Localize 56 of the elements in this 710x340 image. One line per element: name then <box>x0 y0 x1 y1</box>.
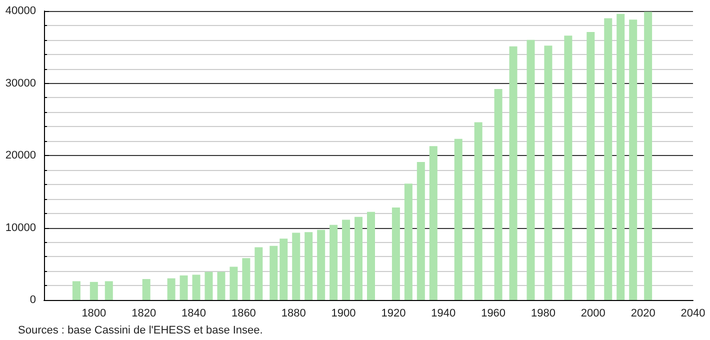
bar <box>90 282 98 300</box>
x-tick-label: 2020 <box>630 308 656 320</box>
bar <box>526 40 535 300</box>
source-note: Sources : base Cassini de l'EHESS et base Insee. <box>18 324 263 336</box>
bar <box>509 46 518 300</box>
bar <box>474 122 482 300</box>
bar <box>217 272 226 300</box>
bar <box>304 232 313 300</box>
bar <box>330 224 338 300</box>
bar <box>366 212 375 300</box>
bar <box>72 281 80 300</box>
bar <box>544 46 552 300</box>
x-tick-label: 1800 <box>82 308 106 320</box>
x-tick-label: 1980 <box>530 308 556 320</box>
bar <box>104 281 113 300</box>
bar <box>230 266 238 300</box>
bar <box>564 36 572 300</box>
bar <box>586 32 595 300</box>
bar <box>254 247 263 300</box>
x-tick-label: 1900 <box>331 308 356 320</box>
bar <box>429 146 438 300</box>
x-tick-label: 1940 <box>431 308 456 320</box>
x-tick-label: 1960 <box>481 308 506 320</box>
bar <box>354 216 363 300</box>
bar <box>616 14 625 300</box>
x-tick-label: 1840 <box>182 308 206 320</box>
bar <box>204 272 213 300</box>
bar <box>167 278 176 300</box>
bar <box>416 162 425 300</box>
y-tick-label: 40000 <box>5 5 36 17</box>
bar <box>292 232 300 300</box>
bar <box>629 20 638 300</box>
x-tick-label: 1860 <box>231 308 256 320</box>
bar <box>342 220 350 300</box>
bar <box>270 246 278 300</box>
x-tick-label: 2040 <box>680 308 706 320</box>
bar <box>392 208 400 300</box>
bar <box>454 138 462 300</box>
bar <box>142 279 150 300</box>
x-tick-label: 1820 <box>132 308 156 320</box>
y-tick-label: 0 <box>30 294 36 306</box>
bar <box>242 258 250 300</box>
bar <box>494 89 502 300</box>
x-tick-label: 2000 <box>580 308 606 320</box>
y-tick-label: 20000 <box>5 150 36 162</box>
bar <box>644 12 652 300</box>
bar <box>180 275 188 300</box>
bar <box>280 238 288 300</box>
y-tick-label: 10000 <box>5 222 36 234</box>
bar <box>604 18 612 300</box>
x-tick-label: 1880 <box>281 308 306 320</box>
x-tick-label: 1920 <box>381 308 406 320</box>
bar <box>317 230 326 300</box>
bar <box>192 274 200 300</box>
bar <box>404 184 412 300</box>
y-tick-label: 30000 <box>5 77 36 90</box>
